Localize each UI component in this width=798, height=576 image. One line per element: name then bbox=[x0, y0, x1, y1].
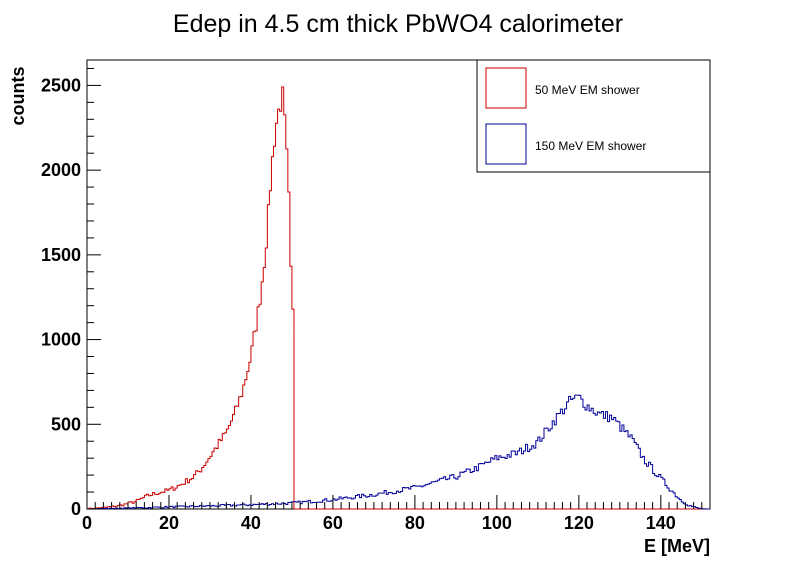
y-tick-label: 2500 bbox=[41, 75, 81, 95]
x-tick-label: 20 bbox=[159, 513, 179, 533]
legend-swatch-150mev bbox=[485, 123, 527, 165]
legend-swatch-50mev bbox=[485, 67, 527, 109]
chart-title: Edep in 4.5 cm thick PbWO4 calorimeter bbox=[173, 10, 623, 38]
y-tick-label: 500 bbox=[51, 414, 81, 434]
y-axis-label: counts bbox=[8, 66, 28, 125]
x-tick-label: 120 bbox=[564, 513, 594, 533]
y-tick-label: 1000 bbox=[41, 330, 81, 350]
series-layer bbox=[86, 86, 710, 510]
legend-label-150mev: 150 MeV EM shower bbox=[535, 139, 646, 153]
x-axis-label: E [MeV] bbox=[644, 536, 710, 556]
legend-label-50mev: 50 MeV EM shower bbox=[535, 83, 640, 97]
x-tick-label: 0 bbox=[82, 513, 92, 533]
y-tick-label: 0 bbox=[71, 499, 81, 519]
axis-layer: 0 20 40 60 80 100 120 140 0 500 1000 1500 2000 2500 bbox=[41, 67, 711, 533]
x-tick-label: 140 bbox=[646, 513, 676, 533]
y-tick-label: 1500 bbox=[41, 245, 81, 265]
histogram-series-0 bbox=[86, 86, 710, 510]
legend-box bbox=[476, 59, 711, 173]
x-tick-label: 100 bbox=[482, 513, 512, 533]
x-tick-label: 60 bbox=[323, 513, 343, 533]
y-tick-label: 2000 bbox=[41, 160, 81, 180]
legend: 50 MeV EM shower 150 MeV EM shower bbox=[476, 59, 711, 173]
x-tick-label: 80 bbox=[405, 513, 425, 533]
histogram-series-1 bbox=[86, 394, 710, 510]
x-tick-label: 40 bbox=[241, 513, 261, 533]
